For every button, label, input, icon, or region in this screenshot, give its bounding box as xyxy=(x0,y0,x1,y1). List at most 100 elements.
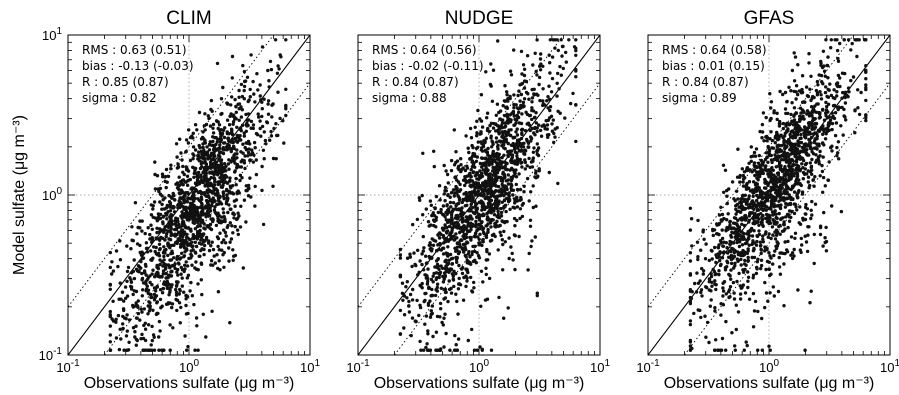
data-point xyxy=(527,97,531,101)
data-point xyxy=(166,242,170,246)
data-point xyxy=(202,222,206,226)
data-point xyxy=(489,348,494,352)
data-point xyxy=(230,131,234,135)
data-point xyxy=(426,348,431,352)
data-point xyxy=(117,347,122,352)
data-point xyxy=(147,348,151,352)
data-point xyxy=(523,167,527,171)
data-point xyxy=(150,295,154,299)
data-point xyxy=(233,116,237,120)
data-point xyxy=(719,262,723,267)
data-point xyxy=(835,90,839,94)
data-point xyxy=(424,291,428,296)
data-point xyxy=(539,52,543,56)
data-point xyxy=(496,156,501,160)
data-point xyxy=(190,213,194,217)
data-point xyxy=(420,252,424,256)
data-point xyxy=(735,202,739,207)
data-point xyxy=(481,240,485,244)
data-point xyxy=(185,348,189,352)
data-point xyxy=(429,309,433,313)
data-point xyxy=(421,348,426,352)
data-point xyxy=(201,180,205,185)
data-point xyxy=(747,243,751,247)
data-point xyxy=(149,223,153,227)
data-point xyxy=(209,107,213,112)
data-point xyxy=(149,343,153,347)
data-point xyxy=(787,85,791,90)
data-point xyxy=(772,219,777,223)
data-point xyxy=(253,100,257,104)
data-point xyxy=(174,182,178,186)
x-tick-label: 101 xyxy=(300,358,320,375)
data-point xyxy=(504,167,508,172)
data-point xyxy=(525,164,529,168)
data-point xyxy=(733,235,737,239)
data-point xyxy=(822,210,826,215)
data-point xyxy=(398,247,403,252)
data-point xyxy=(405,256,410,260)
data-point xyxy=(469,156,473,160)
data-point xyxy=(735,250,740,254)
data-point xyxy=(863,38,867,42)
data-point xyxy=(164,271,168,276)
data-point xyxy=(497,127,502,131)
data-point xyxy=(184,213,188,217)
data-point xyxy=(429,223,433,227)
data-point xyxy=(468,255,472,259)
data-point xyxy=(184,138,189,142)
data-point xyxy=(192,175,196,179)
data-point xyxy=(746,249,750,253)
data-point xyxy=(199,160,204,164)
data-point xyxy=(517,234,521,239)
data-point xyxy=(747,180,752,184)
data-point xyxy=(246,150,251,155)
data-point xyxy=(530,96,535,100)
data-point xyxy=(812,95,816,100)
data-point xyxy=(196,173,200,177)
data-point xyxy=(132,276,137,281)
data-point xyxy=(494,122,498,126)
data-point xyxy=(775,150,779,154)
data-point xyxy=(841,133,845,137)
data-point xyxy=(237,118,241,123)
data-point xyxy=(484,148,488,152)
data-point xyxy=(479,93,484,97)
data-point xyxy=(764,164,768,168)
data-point xyxy=(549,114,554,119)
data-point xyxy=(472,189,477,193)
data-point xyxy=(795,194,799,198)
data-point xyxy=(775,243,780,248)
data-point xyxy=(190,194,194,199)
data-point xyxy=(833,96,837,101)
data-point xyxy=(405,296,409,300)
data-point xyxy=(754,165,759,169)
data-point xyxy=(455,191,459,195)
data-point xyxy=(467,178,471,183)
data-point xyxy=(495,197,499,201)
data-point xyxy=(751,273,756,277)
data-point xyxy=(162,262,166,266)
data-point xyxy=(738,210,743,214)
data-point xyxy=(464,219,468,223)
data-point xyxy=(820,126,824,130)
data-point xyxy=(242,84,247,89)
data-point xyxy=(794,84,799,88)
data-point xyxy=(433,206,437,211)
data-point xyxy=(183,239,187,243)
data-point xyxy=(775,240,779,244)
data-point xyxy=(503,113,507,118)
data-point xyxy=(490,145,494,149)
data-point xyxy=(772,157,776,162)
data-point xyxy=(734,207,738,211)
data-point xyxy=(548,108,552,113)
data-point xyxy=(705,285,709,290)
data-point xyxy=(557,87,561,91)
data-point xyxy=(168,238,173,242)
data-point xyxy=(712,269,717,274)
data-point xyxy=(149,213,154,217)
data-point xyxy=(818,154,822,158)
data-point xyxy=(502,316,506,320)
data-point xyxy=(225,175,229,179)
data-point xyxy=(171,193,176,197)
